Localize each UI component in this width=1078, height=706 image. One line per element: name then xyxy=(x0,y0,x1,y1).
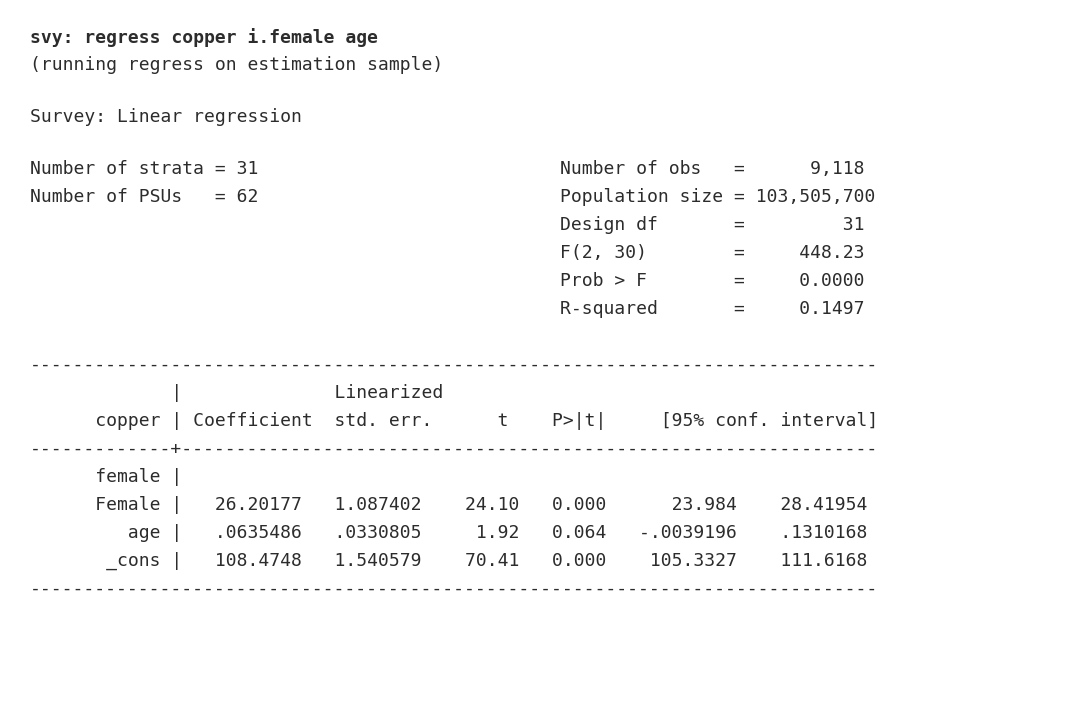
Text: Number of strata = 31: Number of strata = 31 xyxy=(30,160,259,178)
Text: -------------+----------------------------------------------------------------: -------------+--------------------------… xyxy=(30,440,879,458)
Text: Number of PSUs   = 62: Number of PSUs = 62 xyxy=(30,188,259,206)
Text: copper | Coefficient  std. err.      t    P>|t|     [95% conf. interval]: copper | Coefficient std. err. t P>|t| [… xyxy=(30,412,879,430)
Text: Prob > F        =     0.0000: Prob > F = 0.0000 xyxy=(559,272,865,290)
Text: female |: female | xyxy=(30,468,182,486)
Text: (running regress on estimation sample): (running regress on estimation sample) xyxy=(30,56,443,74)
Text: age |   .0635486   .0330805     1.92   0.064   -.0039196    .1310168: age | .0635486 .0330805 1.92 0.064 -.003… xyxy=(30,524,868,542)
Text: Design df       =         31: Design df = 31 xyxy=(559,216,865,234)
Text: R-squared       =     0.1497: R-squared = 0.1497 xyxy=(559,300,865,318)
Text: ------------------------------------------------------------------------------: ----------------------------------------… xyxy=(30,356,879,374)
Text: F(2, 30)        =     448.23: F(2, 30) = 448.23 xyxy=(559,244,865,262)
Text: Number of obs   =      9,118: Number of obs = 9,118 xyxy=(559,160,865,178)
Text: Survey: Linear regression: Survey: Linear regression xyxy=(30,108,302,126)
Text: _cons |   108.4748   1.540579    70.41   0.000    105.3327    111.6168: _cons | 108.4748 1.540579 70.41 0.000 10… xyxy=(30,552,868,570)
Text: ------------------------------------------------------------------------------: ----------------------------------------… xyxy=(30,580,879,598)
Text: Female |   26.20177   1.087402    24.10   0.000      23.984    28.41954: Female | 26.20177 1.087402 24.10 0.000 2… xyxy=(30,496,868,514)
Text: svy: regress copper i.female age: svy: regress copper i.female age xyxy=(30,28,378,47)
Text: |              Linearized: | Linearized xyxy=(30,384,443,402)
Text: Population size = 103,505,700: Population size = 103,505,700 xyxy=(559,188,875,206)
